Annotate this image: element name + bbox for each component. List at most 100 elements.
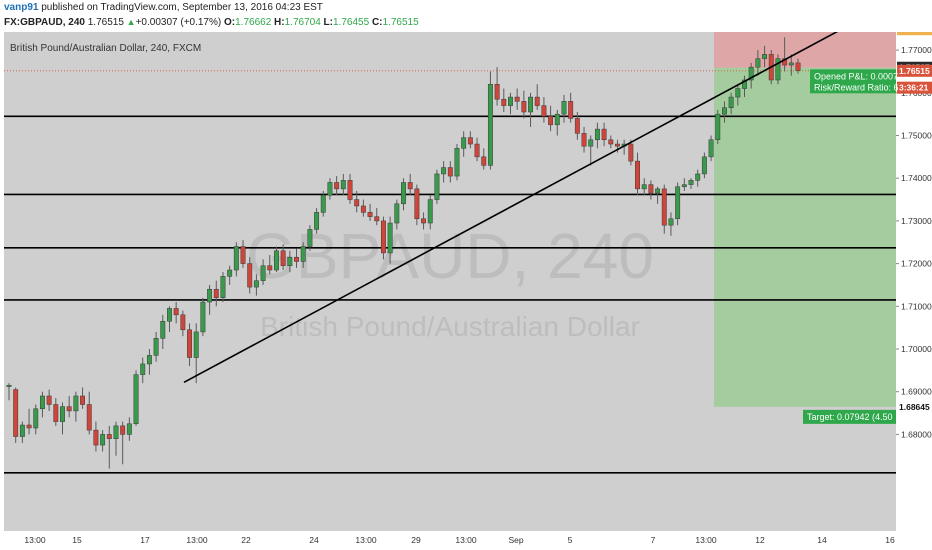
horizontal-lines — [4, 115, 896, 474]
y-tick-label: 1.69000 — [901, 387, 932, 397]
bullish-candle — [113, 425, 119, 439]
last-price: 1.76515 — [87, 17, 124, 28]
bearish-candle — [66, 406, 72, 412]
y-tick-label: 1.73000 — [901, 216, 932, 226]
bearish-candle — [180, 314, 186, 331]
last-price-tag: 1.76515 — [899, 66, 930, 76]
bullish-candle — [100, 434, 106, 446]
trendline-group — [183, 32, 839, 384]
price-axis[interactable] — [896, 32, 932, 550]
bullish-candle — [655, 188, 661, 194]
bullish-candle — [487, 84, 493, 166]
bullish-candle — [146, 355, 152, 365]
bullish-candle — [126, 423, 132, 435]
target-label: Target: 0.07942 (4.50 — [807, 412, 893, 422]
bullish-candle — [735, 88, 741, 98]
bullish-candle — [6, 385, 12, 387]
symbol-label[interactable]: FX:GBPAUD, 240 — [4, 17, 85, 28]
bearish-candle — [80, 395, 86, 405]
bullish-candle — [695, 173, 701, 181]
x-tick-label: 13:00 — [186, 535, 208, 545]
last-price-tag-bg — [897, 64, 932, 77]
bullish-candle — [307, 229, 313, 247]
x-tick-label: 12 — [755, 535, 765, 545]
bearish-candle — [240, 246, 246, 264]
bearish-candle — [447, 167, 453, 177]
bearish-candle — [541, 105, 547, 117]
bullish-candle — [287, 256, 293, 266]
bullish-candle — [508, 96, 513, 106]
low-value: 1.76455 — [333, 17, 370, 28]
y-tick-label: 1.70000 — [901, 344, 932, 354]
bullish-candle — [454, 148, 460, 177]
bullish-candle — [260, 265, 266, 281]
bearish-candle — [53, 404, 59, 422]
bearish-candle — [574, 118, 580, 134]
bullish-candle — [688, 180, 694, 185]
bullish-candle — [133, 374, 139, 424]
bullish-candle — [314, 212, 320, 230]
bullish-candle — [340, 180, 346, 190]
bullish-candle — [19, 424, 25, 437]
bullish-candle — [728, 96, 734, 108]
bearish-candle — [534, 96, 540, 106]
target-label-bg — [803, 409, 896, 424]
publish-line: vanp91 published on TradingView.com, Sep… — [4, 2, 323, 13]
y-tick-label: 1.68000 — [901, 429, 932, 439]
bearish-candle — [795, 62, 801, 71]
bullish-candle — [394, 203, 400, 224]
x-tick-label: 13:00 — [695, 535, 717, 545]
bearish-candle — [514, 96, 520, 102]
bearish-candle — [347, 180, 353, 200]
bullish-candle — [461, 137, 467, 149]
candles — [6, 37, 801, 469]
countdown-tag-bg — [897, 81, 932, 94]
bearish-candle — [247, 263, 253, 288]
position-zones — [4, 32, 896, 407]
bullish-candle — [207, 288, 213, 303]
target-price-tag: 1.68645 — [899, 402, 930, 412]
bullish-candle — [233, 246, 239, 271]
bearish-candle — [106, 434, 112, 439]
bearish-candle — [267, 265, 273, 271]
ohlc-line: FX:GBPAUD, 240 1.76515 ▲+0.00307 (+0.17%… — [4, 17, 419, 28]
open-label: O: — [224, 17, 236, 28]
bearish-candle — [568, 101, 574, 119]
bullish-candle — [748, 66, 754, 81]
bearish-candle — [173, 308, 179, 316]
price-change: +0.00307 (+0.17%) — [135, 17, 222, 28]
author-link[interactable]: vanp91 — [4, 2, 39, 13]
bearish-candle — [521, 101, 527, 113]
x-tick-label: 14 — [817, 535, 827, 545]
x-tick-label: 22 — [241, 535, 251, 545]
time-axis[interactable] — [0, 531, 896, 550]
bullish-candle — [39, 395, 45, 410]
bearish-candle — [13, 389, 19, 437]
bearish-candle — [548, 116, 554, 126]
bullish-candle — [327, 182, 333, 196]
stop-zone — [714, 32, 896, 68]
bullish-candle — [668, 218, 674, 226]
bullish-candle — [561, 101, 567, 115]
bearish-candle — [481, 156, 487, 166]
up-arrow-icon: ▲ — [126, 17, 136, 27]
x-tick-label: 13:00 — [455, 535, 477, 545]
watermark-symbol: GBPAUD, 240 — [246, 220, 654, 292]
rr-label: Risk/Reward Ratio: 6 — [814, 82, 899, 92]
bullish-candle — [193, 331, 199, 358]
price-chart[interactable]: GBPAUD, 240 British Pound/Australian Dol… — [0, 32, 932, 550]
bearish-candle — [407, 182, 413, 190]
bearish-candle — [294, 256, 299, 262]
bullish-candle — [755, 58, 761, 68]
bullish-candle — [788, 62, 794, 66]
bearish-candle — [360, 205, 366, 213]
bullish-candle — [60, 406, 65, 422]
bearish-candle — [467, 137, 473, 145]
high-label: H: — [274, 17, 285, 28]
bullish-candle — [594, 128, 600, 141]
y-tick-label: 1.74000 — [901, 173, 932, 183]
bullish-candle — [715, 113, 721, 141]
close-value: 1.76515 — [382, 17, 419, 28]
bullish-candle — [200, 301, 206, 333]
x-tick-label: 15 — [72, 535, 82, 545]
